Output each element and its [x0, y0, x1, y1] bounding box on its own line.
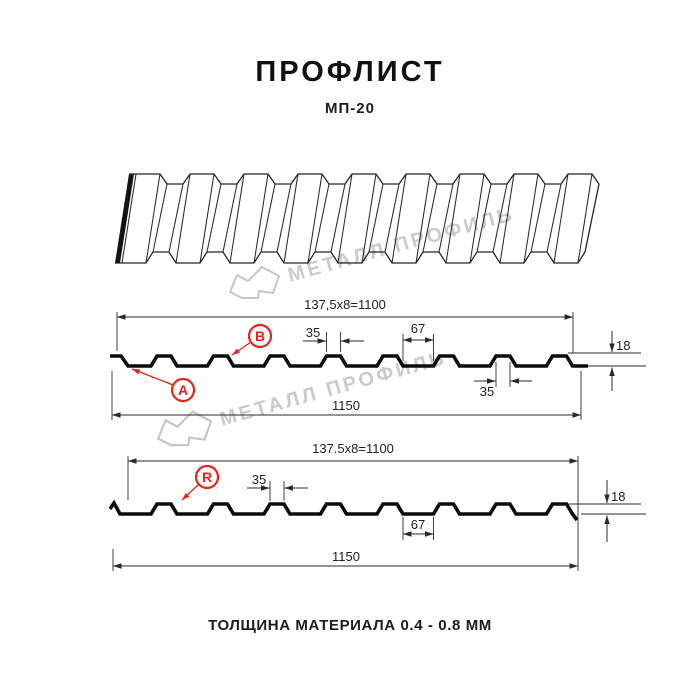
sheet-rib-line — [445, 173, 461, 264]
sheet-rib-line — [283, 173, 299, 264]
sheet-rib-line — [260, 183, 276, 253]
sheet-rib-line — [330, 183, 346, 253]
sheet-rib-line — [276, 183, 292, 253]
sheet-rib-line — [121, 173, 137, 264]
page-title: ПРОФЛИСТ — [255, 56, 445, 88]
label-b-circle — [247, 323, 273, 349]
sheet-right-cut-line — [584, 183, 600, 253]
sheet-rib-line — [168, 183, 184, 253]
metall-profil-logo-icon — [229, 266, 280, 299]
sheet-rib-line — [152, 183, 168, 253]
sheet-cut-edge — [115, 174, 134, 263]
dim-height: 18 — [616, 338, 630, 353]
label-r-leader — [181, 483, 200, 501]
label-b-leader — [231, 341, 252, 356]
sheet-rib-line — [391, 173, 407, 264]
dim-valley: 67 — [411, 321, 425, 336]
sheet-rib-line — [546, 183, 562, 253]
sheet-rib-line — [415, 173, 431, 264]
sheet-rib-line — [145, 173, 161, 264]
sheet-rib-line — [337, 173, 353, 264]
sheet-rib-line — [499, 173, 515, 264]
sheet-rib-line — [492, 183, 508, 253]
dim-rib-top: 35 — [252, 472, 266, 487]
cross-section-front: 137,5x8=1100 35 67 18 35 — [110, 297, 646, 420]
sheet-rib-line — [175, 173, 191, 264]
sheet-rib-line — [199, 173, 215, 264]
sheet-rib-line — [361, 173, 377, 264]
sheet-rib-line — [438, 183, 454, 253]
sheet-rib-line — [530, 183, 546, 253]
sheet-rib-line — [422, 183, 438, 253]
dim-module-width: 137.5x8=1100 — [312, 441, 394, 456]
profile-sheet-perspective — [115, 173, 600, 264]
sheet-rib-line — [384, 183, 400, 253]
sheet-rib-line — [523, 173, 539, 264]
sheet-bottom-silhouette — [115, 251, 586, 264]
watermark-text: МЕТАЛЛ ПРОФИЛЬ — [217, 347, 449, 431]
dim-valley: 67 — [411, 517, 425, 532]
label-b: B — [255, 328, 265, 344]
label-r-circle — [194, 464, 220, 490]
profile-outline-reverse — [108, 499, 579, 522]
sheet-rib-line — [314, 183, 330, 253]
watermark-middle: МЕТАЛЛ ПРОФИЛЬ — [156, 347, 449, 447]
sheet-rib-line — [307, 173, 323, 264]
sheet-rib-line — [577, 173, 593, 264]
sheet-rib-line — [253, 173, 269, 264]
material-thickness-note: ТОЛЩИНА МАТЕРИАЛА 0.4 - 0.8 ММ — [208, 617, 492, 634]
metall-profil-logo-icon — [156, 410, 213, 447]
sheet-rib-line — [222, 183, 238, 253]
sheet-rib-line — [368, 183, 384, 253]
label-a-leader — [131, 368, 174, 386]
dim-rib-bottom: 35 — [480, 384, 494, 399]
watermark-text: МЕТАЛЛ ПРОФИЛЬ — [285, 203, 517, 287]
sheet-rib-line — [553, 173, 569, 264]
sheet-rib-line — [476, 183, 492, 253]
label-a: A — [178, 382, 188, 398]
sheet-rib-line — [229, 173, 245, 264]
sheet-rib-line — [469, 173, 485, 264]
dim-rib-top: 35 — [306, 325, 320, 340]
label-r: R — [202, 469, 212, 485]
dim-total-width: 1150 — [332, 398, 360, 413]
label-a-circle — [170, 377, 196, 403]
dim-module-width: 137,5x8=1100 — [304, 297, 386, 312]
cross-section-reverse: 137.5x8=1100 R 35 67 18 1 — [108, 441, 646, 571]
profile-outline-front — [110, 354, 588, 368]
dim-height: 18 — [611, 489, 625, 504]
watermark-top: МЕТАЛЛ ПРОФИЛЬ — [229, 203, 517, 299]
page-subtitle: МП-20 — [325, 100, 375, 117]
dim-total-width: 1150 — [332, 549, 360, 564]
sheet-rib-line — [206, 183, 222, 253]
sheet-top-silhouette — [129, 173, 600, 185]
